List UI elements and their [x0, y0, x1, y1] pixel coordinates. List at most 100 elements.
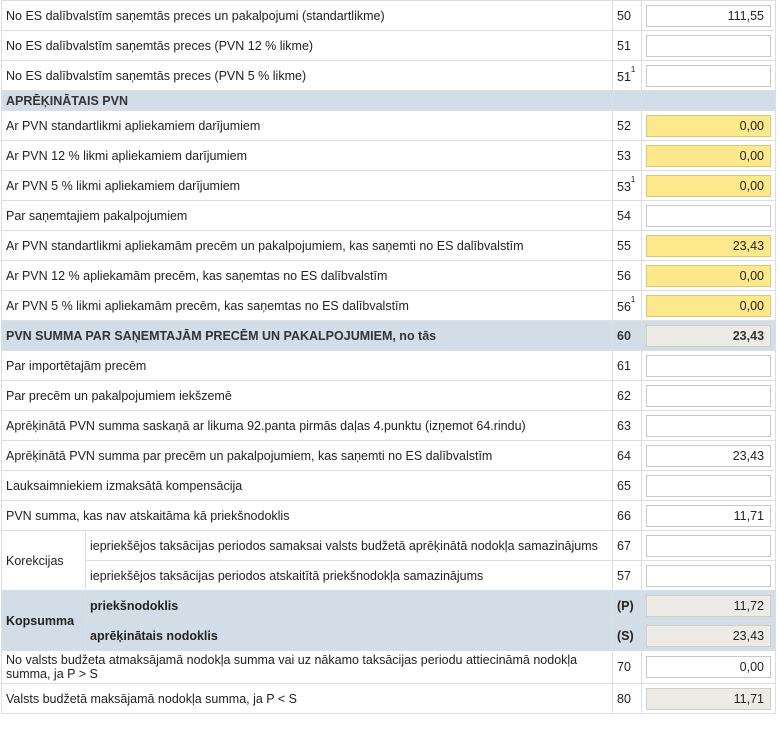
row-label: Par importētajām precēm [0, 350, 614, 381]
row-number-text: 56 [617, 300, 631, 315]
final-row: No valsts budžeta atmaksājamā nodokļa su… [0, 650, 777, 684]
amount-field[interactable]: 23,43 [646, 324, 772, 347]
row-number: 67 [612, 530, 643, 561]
value-cell: 23,43 [641, 440, 777, 471]
row-number: 64 [612, 440, 643, 471]
row-number-text: 80 [617, 691, 631, 706]
row-label: Par precēm un pakalpojumiem iekšzemē [0, 380, 614, 411]
value-cell [641, 350, 777, 381]
row-label: Par saņemtajiem pakalpojumiem [0, 200, 614, 231]
value-cell: 0,00 [641, 170, 777, 201]
amount-field[interactable] [646, 534, 772, 557]
row-number-text: 62 [617, 388, 631, 403]
row-number: 53 [612, 140, 643, 171]
declaration-row: No ES dalībvalstīm saņemtās preces (PVN … [0, 30, 777, 61]
value-cell [641, 200, 777, 231]
row-number: 62 [612, 380, 643, 411]
amount-field[interactable] [646, 64, 772, 87]
row-number-text: 61 [617, 358, 631, 373]
declaration-row: Lauksaimniekiem izmaksātā kompensācija 65 [0, 470, 777, 501]
row-number: 511 [612, 60, 643, 91]
value-cell: 0,00 [641, 290, 777, 321]
row-number: 531 [612, 170, 643, 201]
amount-field[interactable] [646, 474, 772, 497]
amount-field[interactable]: 11,71 [646, 687, 772, 710]
row-number: 54 [612, 200, 643, 231]
value-cell [641, 30, 777, 61]
declaration-row: PVN summa, kas nav atskaitāma kā priekšn… [0, 500, 777, 531]
value-cell [641, 380, 777, 411]
amount-field[interactable]: 0,00 [646, 264, 772, 287]
row-label: No ES dalībvalstīm saņemtās preces (PVN … [0, 60, 614, 91]
row-number-text: 51 [617, 70, 631, 85]
row-label: Aprēķinātā PVN summa par precēm un pakal… [0, 440, 614, 471]
row-number-text: 67 [617, 538, 631, 553]
amount-field[interactable]: 11,71 [646, 504, 772, 527]
amount-field[interactable] [646, 414, 772, 437]
amount-field[interactable] [646, 354, 772, 377]
section-header-calculated-vat: APRĒĶINĀTAIS PVN [0, 90, 777, 111]
amount-field[interactable] [646, 384, 772, 407]
value-cell [641, 60, 777, 91]
amount-field[interactable]: 111,55 [646, 4, 772, 27]
value-cell [641, 530, 777, 561]
value-cell: 23,43 [641, 320, 777, 351]
row-number-text: 65 [617, 478, 631, 493]
declaration-row: No ES dalībvalstīm saņemtās preces (PVN … [0, 60, 777, 91]
value-cell: 11,71 [641, 500, 777, 531]
amount-field[interactable] [646, 34, 772, 57]
section-header-received-vat: PVN SUMMA PAR SAŅEMTAJĀM PRECĒM UN PAKAL… [0, 320, 777, 351]
amount-field[interactable]: 23,43 [646, 624, 772, 647]
row-number-superscript: 1 [630, 174, 636, 184]
declaration-row: Ar PVN standartlikmi apliekamām precēm u… [0, 230, 777, 261]
amount-field[interactable]: 23,43 [646, 444, 772, 467]
value-cell: 0,00 [641, 650, 777, 684]
declaration-row: Aprēķinātā PVN summa saskaņā ar likuma 9… [0, 410, 777, 441]
row-number-text: (P) [617, 598, 634, 613]
row-number-text: 53 [617, 148, 631, 163]
row-number-text: 55 [617, 238, 631, 253]
row-number: 52 [612, 110, 643, 141]
declaration-row: Par saņemtajiem pakalpojumiem 54 [0, 200, 777, 231]
declaration-row: Aprēķinātā PVN summa par precēm un pakal… [0, 440, 777, 471]
amount-field[interactable]: 0,00 [646, 294, 772, 317]
section-header-spacer [612, 90, 643, 111]
row-number-text: (S) [617, 628, 634, 643]
amount-field[interactable]: 0,00 [646, 114, 772, 137]
total-row: Kopsumma priekšnodoklis (P) 11,72 [1, 590, 777, 651]
amount-field[interactable] [646, 204, 772, 227]
row-label: PVN summa, kas nav atskaitāma kā priekšn… [0, 500, 614, 531]
declaration-row: Ar PVN 12 % likmi apliekamiem darījumiem… [0, 140, 777, 171]
row-number: 561 [612, 290, 643, 321]
row-label: iepriekšējos taksācijas periodos samaksa… [84, 530, 614, 561]
row-label: Lauksaimniekiem izmaksātā kompensācija [0, 470, 614, 501]
declaration-row: Par importētajām precēm 61 [0, 350, 777, 381]
row-number-text: 70 [617, 660, 631, 674]
row-number: 70 [612, 650, 643, 684]
row-number: 80 [612, 683, 643, 714]
row-label: Ar PVN standartlikmi apliekamiem darījum… [0, 110, 614, 141]
row-label: No ES dalībvalstīm saņemtās preces un pa… [0, 0, 614, 31]
section-header-spacer [641, 90, 777, 111]
row-label: Ar PVN standartlikmi apliekamām precēm u… [0, 230, 614, 261]
row-label: No ES dalībvalstīm saņemtās preces (PVN … [0, 30, 614, 61]
section-title: PVN SUMMA PAR SAŅEMTAJĀM PRECĒM UN PAKAL… [0, 320, 614, 351]
value-cell: 11,72 [641, 590, 777, 621]
amount-field[interactable] [646, 564, 772, 587]
row-number: 56 [612, 260, 643, 291]
row-number-text: 51 [617, 38, 631, 53]
amount-field[interactable]: 0,00 [646, 144, 772, 167]
correction-row: iepriekšējos taksācijas periodos atskait… [2, 560, 777, 591]
amount-field[interactable]: 23,43 [646, 234, 772, 257]
final-row: Valsts budžetā maksājamā nodokļa summa, … [0, 683, 777, 714]
value-cell: 0,00 [641, 260, 777, 291]
value-cell [641, 410, 777, 441]
row-number-text: 66 [617, 508, 631, 523]
row-label: Valsts budžetā maksājamā nodokļa summa, … [0, 683, 614, 714]
row-label: aprēķinātais nodoklis [84, 620, 614, 651]
amount-field[interactable]: 0,00 [646, 656, 772, 678]
row-number-text: 63 [617, 418, 631, 433]
amount-field[interactable]: 0,00 [646, 174, 772, 197]
value-cell: 11,71 [641, 683, 777, 714]
amount-field[interactable]: 11,72 [646, 594, 772, 617]
